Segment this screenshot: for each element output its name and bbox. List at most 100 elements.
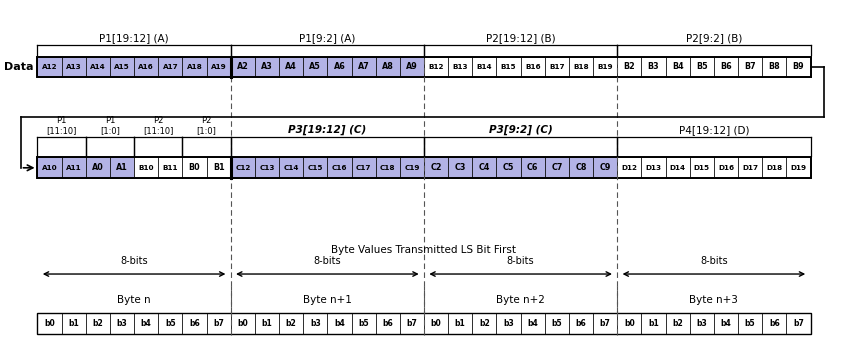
Bar [159, 157, 182, 178]
Text: Byte n: Byte n [117, 295, 151, 305]
Text: P2[19:12] (B): P2[19:12] (B) [486, 33, 555, 44]
Text: B19: B19 [597, 64, 613, 70]
Text: P1
[1:0]: P1 [1:0] [100, 116, 120, 135]
Text: C8: C8 [575, 163, 587, 172]
Bar [569, 313, 593, 333]
Bar [617, 313, 641, 333]
Text: D13: D13 [645, 165, 661, 171]
Bar [786, 313, 811, 333]
Bar [231, 313, 255, 333]
Text: B15: B15 [500, 64, 516, 70]
Bar [496, 157, 521, 178]
Text: A14: A14 [90, 64, 106, 70]
Text: b4: b4 [721, 319, 731, 328]
Bar [327, 313, 352, 333]
Bar [641, 157, 666, 178]
Text: C2: C2 [430, 163, 442, 172]
Text: P2[9:2] (B): P2[9:2] (B) [686, 33, 742, 44]
Text: D17: D17 [742, 165, 758, 171]
Bar [641, 313, 666, 333]
Bar [62, 313, 86, 333]
Bar [569, 157, 593, 178]
Text: B7: B7 [745, 62, 756, 71]
Bar [544, 57, 569, 78]
Bar [304, 157, 327, 178]
Bar [37, 157, 62, 178]
Bar [182, 57, 207, 78]
Text: C14: C14 [283, 165, 298, 171]
Text: b0: b0 [44, 319, 55, 328]
Text: 8-bits: 8-bits [507, 256, 534, 266]
Text: B6: B6 [720, 62, 732, 71]
Text: b0: b0 [431, 319, 442, 328]
Bar [352, 313, 376, 333]
Bar [593, 313, 617, 333]
Bar [86, 157, 110, 178]
Text: b0: b0 [237, 319, 248, 328]
Bar [689, 157, 714, 178]
Text: b0: b0 [624, 319, 634, 328]
Bar [400, 313, 424, 333]
Text: C4: C4 [479, 163, 490, 172]
Bar [37, 57, 811, 78]
Bar [37, 57, 62, 78]
Text: b1: b1 [261, 319, 272, 328]
Text: P1
[11:10]: P1 [11:10] [47, 116, 77, 135]
Text: b5: b5 [551, 319, 562, 328]
Bar [666, 313, 689, 333]
Text: C12: C12 [235, 165, 250, 171]
Text: 8-bits: 8-bits [314, 256, 341, 266]
Text: C9: C9 [600, 163, 611, 172]
Text: C17: C17 [356, 165, 371, 171]
Text: B2: B2 [623, 62, 635, 71]
Text: P1[9:2] (A): P1[9:2] (A) [299, 33, 355, 44]
Bar [617, 157, 641, 178]
Text: b4: b4 [141, 319, 152, 328]
Text: b3: b3 [696, 319, 707, 328]
Bar [569, 57, 593, 78]
Text: A10: A10 [42, 165, 58, 171]
Bar [738, 157, 762, 178]
Bar [521, 57, 544, 78]
Text: B11: B11 [163, 165, 178, 171]
Bar [376, 313, 400, 333]
Text: b5: b5 [165, 319, 176, 328]
Bar [62, 57, 86, 78]
Bar [762, 313, 786, 333]
Text: B10: B10 [138, 165, 154, 171]
Text: P2
[11:10]: P2 [11:10] [143, 116, 174, 135]
Bar [666, 57, 689, 78]
Text: A3: A3 [261, 62, 273, 71]
Text: Byte n+3: Byte n+3 [689, 295, 739, 305]
Text: A12: A12 [42, 64, 58, 70]
Text: C18: C18 [380, 165, 395, 171]
Bar [472, 157, 496, 178]
Text: B5: B5 [696, 62, 707, 71]
Bar [110, 57, 134, 78]
Text: P3[9:2] (C): P3[9:2] (C) [488, 125, 553, 135]
Text: b6: b6 [769, 319, 779, 328]
Bar [496, 313, 521, 333]
Bar [207, 313, 231, 333]
Bar [400, 157, 424, 178]
Text: b1: b1 [69, 319, 79, 328]
Text: b4: b4 [527, 319, 538, 328]
Text: B17: B17 [550, 64, 565, 70]
Bar [448, 57, 472, 78]
Bar [304, 313, 327, 333]
Bar [37, 313, 62, 333]
Text: D14: D14 [670, 165, 686, 171]
Text: b3: b3 [117, 319, 127, 328]
Text: B8: B8 [768, 62, 780, 71]
Text: B1: B1 [213, 163, 225, 172]
Bar [279, 313, 304, 333]
Bar [304, 57, 327, 78]
Bar [786, 157, 811, 178]
Text: b3: b3 [503, 319, 514, 328]
Text: A9: A9 [406, 62, 418, 71]
Bar [472, 313, 496, 333]
Text: b6: b6 [576, 319, 587, 328]
Text: B16: B16 [525, 64, 540, 70]
Text: A0: A0 [92, 163, 103, 172]
Bar [86, 313, 110, 333]
